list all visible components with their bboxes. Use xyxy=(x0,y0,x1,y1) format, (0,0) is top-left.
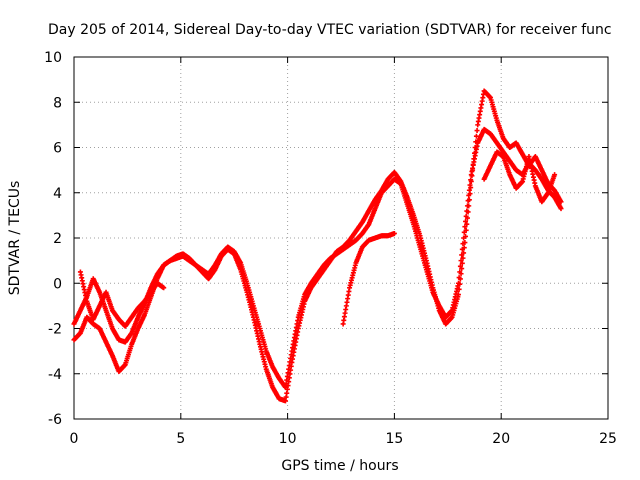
series-trace-3 xyxy=(77,269,167,329)
data-point xyxy=(460,241,466,247)
y-axis-title: SDTVAR / TECUs xyxy=(7,181,23,296)
y-tick-label: -4 xyxy=(48,367,62,383)
x-axis-title: GPS time / hours xyxy=(281,458,398,474)
y-tick-label: 10 xyxy=(44,50,62,66)
data-point xyxy=(391,230,397,236)
data-point xyxy=(463,213,469,219)
data-point xyxy=(463,218,469,224)
data-point xyxy=(456,275,462,281)
y-tick-label: 8 xyxy=(53,95,62,111)
x-tick-label: 0 xyxy=(70,431,79,447)
data-point xyxy=(468,177,474,183)
data-point xyxy=(467,182,473,188)
data-point xyxy=(464,203,470,209)
y-axis-ticks: -6 -4 -2 0 2 4 6 8 10 xyxy=(44,50,608,428)
data-point xyxy=(473,133,479,139)
data-point xyxy=(464,208,470,214)
series-trace-5 xyxy=(481,149,558,205)
data-point xyxy=(458,258,464,264)
x-tick-label: 20 xyxy=(492,431,510,447)
y-tick-label: -2 xyxy=(48,322,62,338)
data-point xyxy=(161,285,167,291)
y-tick-label: 2 xyxy=(53,231,62,247)
data-point xyxy=(461,235,467,241)
y-tick-label: 6 xyxy=(53,141,62,157)
data-point xyxy=(459,252,465,258)
data-point xyxy=(457,269,463,275)
data-point xyxy=(466,187,472,193)
data-point xyxy=(461,229,467,235)
x-tick-label: 10 xyxy=(279,431,297,447)
data-point xyxy=(558,206,564,212)
x-tick-label: 25 xyxy=(599,431,617,447)
x-axis-ticks: 0 5 10 15 20 25 xyxy=(70,57,617,447)
data-points xyxy=(71,88,564,404)
series-trace-4 xyxy=(340,230,397,327)
y-tick-label: 4 xyxy=(53,186,62,202)
data-point xyxy=(455,280,461,286)
x-tick-label: 5 xyxy=(176,431,185,447)
data-point xyxy=(459,246,465,252)
data-point xyxy=(457,263,463,269)
y-tick-label: -6 xyxy=(48,412,62,428)
data-point xyxy=(466,192,472,198)
chart-title: Day 205 of 2014, Sidereal Day-to-day VTE… xyxy=(48,22,612,38)
data-point xyxy=(462,224,468,230)
grid xyxy=(74,57,608,419)
data-point xyxy=(552,172,558,178)
y-tick-label: 0 xyxy=(53,276,62,292)
data-point xyxy=(474,128,480,134)
data-point xyxy=(459,260,465,266)
data-point xyxy=(465,198,471,204)
x-tick-label: 15 xyxy=(385,431,403,447)
